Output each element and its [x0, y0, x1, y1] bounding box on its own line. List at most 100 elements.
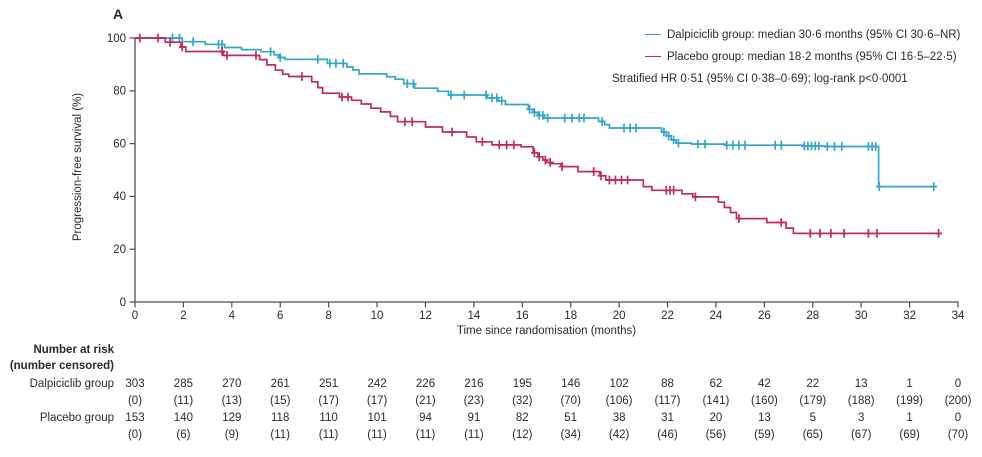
legend-entry-dalpiciclib: Dalpiciclib group: median 30·6 months (9… — [645, 29, 960, 41]
row-label-placebo: Placebo group — [39, 412, 114, 424]
x-tick-label: 0 — [132, 310, 138, 322]
x-tick-label: 28 — [806, 310, 819, 322]
at-risk-count: 3 — [857, 412, 865, 424]
at-risk-count: 101 — [367, 412, 387, 424]
at-risk-count: 1 — [906, 378, 913, 390]
at-risk-count: 31 — [661, 412, 674, 424]
at-risk-count: 129 — [222, 412, 242, 424]
x-tick-label: 24 — [710, 310, 723, 322]
at-risk-count: 140 — [173, 412, 193, 424]
x-tick-label: 12 — [419, 310, 432, 322]
panel-label: A — [113, 6, 124, 22]
censored-header: (number censored) — [9, 360, 114, 372]
censored-count: (11) — [270, 429, 290, 441]
censored-count: (34) — [560, 429, 581, 441]
at-risk-count: 285 — [173, 378, 193, 390]
at-risk-count: 13 — [757, 412, 771, 424]
censored-count: (160) — [750, 395, 778, 407]
censored-count: (59) — [754, 429, 775, 441]
legend-label-dalpiciclib: Dalpiciclib group: median 30·6 months (9… — [667, 29, 961, 41]
censor-marks-dalpiciclib — [169, 33, 938, 191]
at-risk-count: 1 — [906, 412, 913, 424]
y-tick-label: 100 — [107, 33, 126, 45]
censored-count: (42) — [608, 429, 630, 441]
at-risk-count: 146 — [561, 378, 581, 390]
censored-count: (32) — [512, 395, 533, 407]
x-tick-label: 10 — [371, 310, 384, 322]
censored-count: (46) — [657, 429, 678, 441]
censored-count: (12) — [512, 429, 533, 441]
y-tick-label: 60 — [113, 138, 126, 150]
x-tick-label: 30 — [855, 310, 868, 322]
censored-count: (70) — [560, 395, 581, 407]
x-tick-label: 14 — [467, 310, 480, 322]
at-risk-count: 0 — [954, 412, 962, 424]
censored-count: (0) — [127, 429, 143, 441]
censored-count: (11) — [173, 395, 194, 407]
at-risk-count: 303 — [125, 378, 145, 390]
at-risk-count: 42 — [757, 378, 771, 390]
x-tick-label: 20 — [613, 310, 626, 322]
censored-count: (0) — [127, 395, 143, 407]
x-tick-label: 4 — [229, 310, 236, 322]
censored-count: (117) — [654, 395, 681, 407]
censored-count: (11) — [415, 429, 436, 441]
at-risk-count: 270 — [222, 378, 242, 390]
legend-label-placebo: Placebo group: median 18·2 months (95% C… — [667, 51, 957, 63]
at-risk-count: 0 — [954, 378, 962, 390]
y-tick-label: 20 — [113, 244, 126, 256]
at-risk-count: 110 — [319, 412, 338, 424]
dalpiciclib-line-swatch — [645, 34, 661, 35]
censored-count: (141) — [702, 395, 730, 407]
at-risk-count: 261 — [270, 378, 290, 390]
censored-count: (11) — [464, 429, 484, 441]
censored-count: (70) — [947, 429, 969, 441]
censored-count: (56) — [705, 429, 727, 441]
censored-count: (15) — [269, 395, 291, 407]
censored-count: (13) — [221, 395, 243, 407]
at-risk-count: 242 — [367, 378, 387, 390]
censored-count: (23) — [463, 395, 485, 407]
censored-count: (65) — [802, 429, 824, 441]
x-tick-label: 34 — [952, 310, 965, 322]
x-tick-label: 26 — [758, 310, 771, 322]
at-risk-count: 216 — [464, 378, 484, 390]
at-risk-count: 102 — [609, 378, 629, 390]
at-risk-count: 251 — [319, 378, 339, 390]
at-risk-count: 13 — [854, 378, 868, 390]
at-risk-count: 20 — [709, 412, 723, 424]
at-risk-count: 226 — [415, 378, 436, 390]
censored-count: (199) — [896, 395, 924, 407]
y-tick-label: 0 — [120, 297, 126, 309]
at-risk-header: Number at risk — [33, 344, 114, 356]
at-risk-count: 195 — [512, 378, 532, 390]
x-tick-label: 2 — [180, 310, 186, 322]
x-tick-label: 18 — [564, 310, 577, 322]
x-axis-title: Time since randomisation (months) — [456, 325, 637, 337]
legend-stat-note: Stratified HR 0·51 (95% CI 0·38–0·69); l… — [612, 73, 908, 85]
placebo-line-swatch — [645, 56, 661, 57]
censored-count: (188) — [847, 395, 875, 407]
censored-count: (21) — [415, 395, 436, 407]
at-risk-count: 153 — [125, 412, 145, 424]
censored-count: (69) — [899, 429, 920, 441]
row-label-dalpiciclib: Dalpiciclib group — [29, 378, 114, 390]
at-risk-count: 5 — [809, 412, 816, 424]
y-axis-title: Progression-free survival (%) — [72, 92, 84, 242]
at-risk-count: 22 — [806, 378, 820, 390]
censor-marks-placebo — [136, 33, 942, 238]
censored-count: (9) — [224, 429, 239, 441]
censored-count: (67) — [850, 429, 872, 441]
censored-count: (17) — [366, 395, 388, 407]
x-tick-label: 16 — [516, 310, 529, 322]
legend-entry-placebo: Placebo group: median 18·2 months (95% C… — [645, 51, 957, 63]
at-risk-count: 94 — [419, 412, 432, 424]
censored-count: (6) — [176, 429, 191, 441]
x-tick-label: 6 — [277, 310, 283, 322]
y-tick-label: 40 — [113, 191, 126, 203]
censored-count: (106) — [605, 395, 633, 407]
y-tick-label: 80 — [113, 86, 126, 98]
at-risk-count: 38 — [612, 412, 626, 424]
km-curve-placebo — [135, 37, 942, 235]
